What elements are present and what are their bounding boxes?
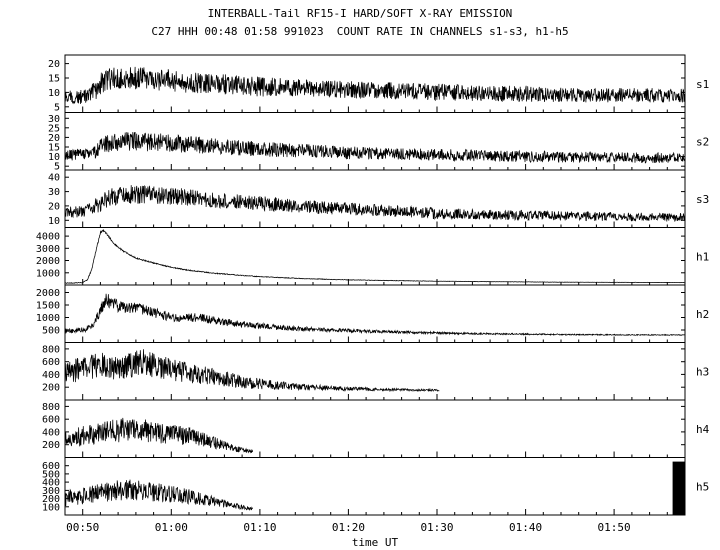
chart-title: INTERBALL-Tail RF15-I HARD/SOFT X-RAY EM… [207,7,513,20]
trace-s1 [64,66,686,105]
panel-h1-frame [64,227,686,286]
y-tick-label-s1: 10 [48,88,60,99]
x-tick-label: 01:20 [332,521,365,534]
trace-h4 [64,417,254,454]
y-tick-label-h2: 1000 [36,313,60,324]
y-tick-label-s2: 30 [48,114,60,125]
y-tick-label-h2: 2000 [36,288,60,299]
y-tick-label-s2: 10 [48,152,60,163]
x-tick-label: 01:40 [509,521,542,534]
trace-h5 [64,479,253,511]
panel-s1-frame [64,54,686,113]
y-tick-label-h3: 800 [42,344,60,355]
y-tick-label-h5: 400 [42,478,60,489]
y-tick-label-s3: 20 [48,201,60,212]
y-tick-label-h3: 400 [42,370,60,381]
panel-label-s3: s3 [696,193,709,206]
y-tick-label-h5: 300 [42,486,60,497]
trace-h1 [64,229,685,284]
y-tick-label-s2: 20 [48,133,60,144]
y-tick-label-h4: 400 [42,427,60,438]
y-tick-label-h5: 200 [42,494,60,505]
trace-s3 [64,184,686,222]
x-tick-label: 00:50 [66,521,99,534]
y-tick-label-s3: 30 [48,187,60,198]
trace-s2 [64,132,686,164]
y-tick-label-h3: 600 [42,357,60,368]
panel-label-h1: h1 [696,250,709,263]
x-tick-label: 01:30 [420,521,453,534]
y-tick-label-h2: 1500 [36,301,60,312]
panel-h5-frame [64,457,686,516]
y-tick-label-h2: 500 [42,326,60,337]
trace-h2 [64,293,685,337]
y-tick-label-s2: 25 [48,123,60,134]
panel-label-s1: s1 [696,78,709,91]
y-tick-label-h1: 1000 [36,268,60,279]
y-tick-label-h5: 600 [42,461,60,472]
x-tick-label: 01:00 [155,521,188,534]
y-tick-label-h1: 4000 [36,232,60,243]
y-tick-label-s3: 10 [48,216,60,227]
y-tick-label-h3: 200 [42,383,60,394]
y-tick-label-h1: 2000 [36,256,60,267]
y-tick-label-h4: 600 [42,415,60,426]
x-tick-label: 01:50 [598,521,631,534]
y-tick-label-h1: 3000 [36,244,60,255]
y-tick-label-h4: 200 [42,440,60,451]
panel-label-s2: s2 [696,135,709,148]
y-tick-label-s2: 15 [48,143,60,154]
x-axis-label: time UT [352,536,399,549]
panel-label-h5: h5 [696,480,709,493]
y-tick-label-s3: 40 [48,173,60,184]
y-tick-label-s1: 5 [54,102,60,113]
chart-subtitle: C27 HHH 00:48 01:58 991023 COUNT RATE IN… [151,25,569,38]
y-tick-label-s2: 5 [54,162,60,173]
panel-label-h4: h4 [696,423,710,436]
x-tick-label: 01:10 [243,521,276,534]
y-tick-label-h5: 500 [42,469,60,480]
trace-h3 [64,349,440,393]
y-tick-label-h4: 800 [42,402,60,413]
y-tick-label-h5: 100 [42,502,60,513]
y-tick-label-s1: 20 [48,59,60,70]
panel-label-h2: h2 [696,308,709,321]
h5-end-bar [672,461,685,515]
panel-label-h3: h3 [696,365,709,378]
y-tick-label-s1: 15 [48,74,60,85]
